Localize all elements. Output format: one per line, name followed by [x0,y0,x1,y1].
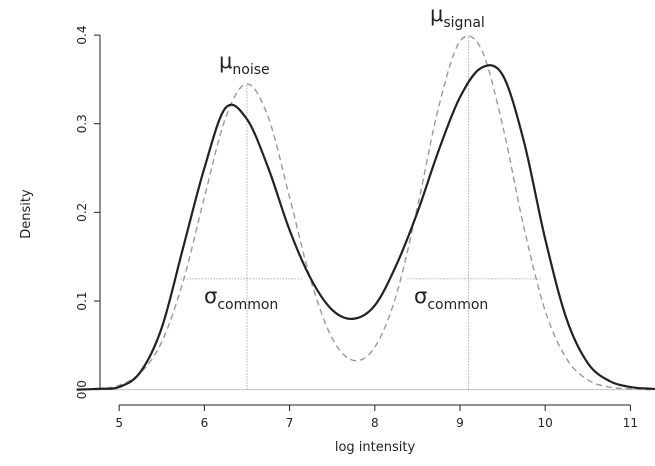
annotation: μnoise [219,49,270,78]
x-tick-label: 9 [456,416,464,430]
x-tick-label: 10 [538,416,553,430]
annotation-symbol: μ [430,2,443,26]
annotation-subscript: signal [443,15,484,31]
annotation: μsignal [430,2,485,31]
y-tick-label: 0.2 [75,203,89,222]
x-tick-label: 11 [623,416,638,430]
density-line [76,35,655,391]
annotation-subscript: noise [232,62,269,78]
x-tick-label: 8 [371,416,379,430]
x-tick-label: 6 [201,416,209,430]
y-axis-title: Density [19,189,34,239]
y-tick-label: 0.1 [75,291,89,310]
y-tick-label: 0.3 [75,114,89,133]
annotation-symbol: σ [204,284,217,308]
density-line [76,64,655,391]
y-tick-label: 0.4 [75,26,89,45]
annotation-symbol: μ [219,49,232,73]
annotation-subscript: common [217,297,278,313]
x-axis-title: log intensity [335,440,416,455]
annotation-subscript: common [427,297,488,313]
annotation: σcommon [204,284,278,313]
annotation: σcommon [414,284,488,313]
x-tick-label: 5 [115,416,123,430]
annotation-symbol: σ [414,284,427,308]
x-tick-label: 7 [286,416,294,430]
